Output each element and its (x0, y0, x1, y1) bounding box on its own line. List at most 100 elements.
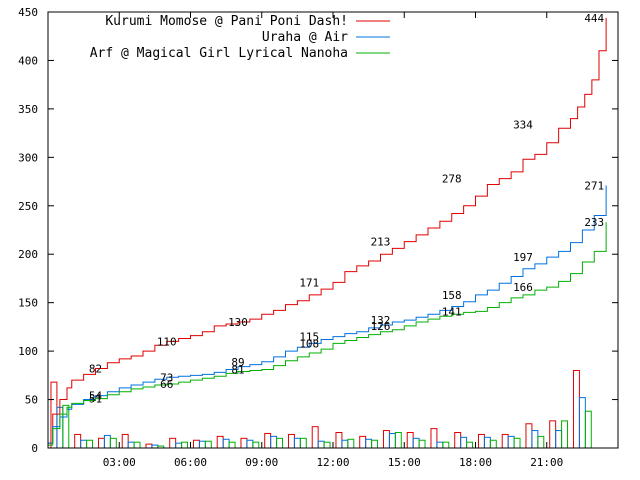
y-tick-label: 400 (18, 54, 38, 67)
bar-blue (175, 442, 183, 449)
bar-blue (293, 437, 301, 449)
bar-red (192, 439, 200, 449)
bar-red (169, 437, 177, 449)
y-tick-label: 0 (31, 442, 38, 455)
data-label: 54 (89, 390, 103, 403)
data-label: 82 (89, 363, 102, 376)
x-tick-label: 09:00 (245, 456, 278, 469)
data-label: 271 (584, 179, 604, 192)
plot-frame (47, 11, 619, 449)
bar-blue (460, 436, 468, 449)
bar-green (133, 441, 141, 449)
bar-green (537, 435, 545, 449)
bar-blue (127, 441, 135, 449)
legend-label: Kurumi Momose @ Pani Poni Dash! (105, 14, 348, 29)
bar-red (454, 431, 462, 449)
x-tick-label: 15:00 (388, 456, 421, 469)
bar-blue (365, 438, 373, 449)
bar-blue (341, 439, 349, 449)
series-line-0 (48, 17, 607, 444)
data-label: 132 (371, 314, 391, 327)
bar-red (311, 426, 319, 449)
data-label: 141 (442, 305, 462, 318)
x-tick-label: 12:00 (316, 456, 349, 469)
bar-green (276, 437, 284, 449)
x-tick-label: 21:00 (530, 456, 563, 469)
bar-red (406, 431, 414, 449)
data-label: 81 (231, 364, 244, 377)
bar-blue (507, 435, 515, 449)
bar-green (109, 437, 117, 449)
bar-green (62, 404, 70, 449)
bar-blue (270, 435, 278, 449)
data-label: 110 (157, 335, 177, 348)
bar-green (442, 441, 450, 449)
data-label: 158 (442, 289, 462, 302)
bar-blue (483, 436, 491, 449)
y-tick-label: 250 (18, 200, 38, 213)
bar-green (394, 431, 402, 449)
bar-red (240, 437, 248, 449)
x-tick-label: 18:00 (459, 456, 492, 469)
data-label: 213 (371, 236, 391, 249)
y-tick-label: 350 (18, 103, 38, 116)
bar-green (371, 439, 379, 449)
bar-red (50, 381, 58, 449)
bar-red (382, 430, 390, 449)
data-label: 166 (513, 281, 533, 294)
data-label: 197 (513, 251, 533, 264)
legend-label: Arf @ Magical Girl Lyrical Nanoha (90, 46, 348, 61)
y-axis: 0 50 100 150 200 250 300 350 400 450 (18, 6, 618, 455)
bar-blue (531, 430, 539, 449)
bar-blue (317, 440, 325, 449)
bar-blue (246, 439, 254, 449)
data-label: 334 (513, 118, 533, 131)
data-label: 51 (89, 393, 102, 406)
y-tick-label: 200 (18, 248, 38, 261)
x-tick-label: 03:00 (103, 456, 136, 469)
bar-green (204, 440, 212, 449)
bar-green (228, 441, 236, 449)
bar-blue (103, 434, 111, 449)
data-label: 108 (299, 337, 319, 350)
y-tick-label: 150 (18, 297, 38, 310)
bar-green (418, 439, 426, 449)
data-label: 130 (228, 316, 248, 329)
bar-green (323, 441, 331, 449)
bar-blue (412, 437, 420, 449)
y-tick-label: 450 (18, 6, 38, 19)
lines-layer (48, 17, 607, 446)
bar-red (359, 435, 367, 449)
bar-blue (80, 439, 88, 449)
legend-label: Uraha @ Air (262, 30, 348, 45)
bar-red (572, 369, 580, 449)
y-tick-label: 100 (18, 345, 38, 358)
data-label: 444 (584, 12, 604, 25)
bar-blue (198, 440, 206, 449)
bar-green (86, 439, 94, 449)
bar-red (287, 433, 295, 449)
bar-red (97, 437, 105, 449)
bar-red (477, 433, 485, 449)
bar-red (74, 433, 82, 449)
bar-red (335, 431, 343, 449)
data-label: 278 (442, 173, 462, 186)
bar-green (252, 441, 260, 449)
bar-red (525, 423, 533, 449)
data-label: 171 (299, 276, 319, 289)
data-label: 89 (231, 356, 244, 369)
bar-green (489, 439, 497, 449)
bar-blue (388, 432, 396, 449)
series-line-2 (48, 222, 607, 446)
y-tick-label: 300 (18, 151, 38, 164)
data-label: 126 (371, 320, 391, 333)
bar-green (584, 410, 592, 449)
bar-green (181, 441, 189, 449)
bars-layer (50, 369, 592, 449)
y-tick-label: 50 (25, 394, 38, 407)
bar-red (430, 428, 438, 449)
bar-green (299, 437, 307, 449)
data-label: 66 (160, 378, 173, 391)
bar-blue (578, 397, 586, 449)
bar-green (513, 437, 521, 449)
